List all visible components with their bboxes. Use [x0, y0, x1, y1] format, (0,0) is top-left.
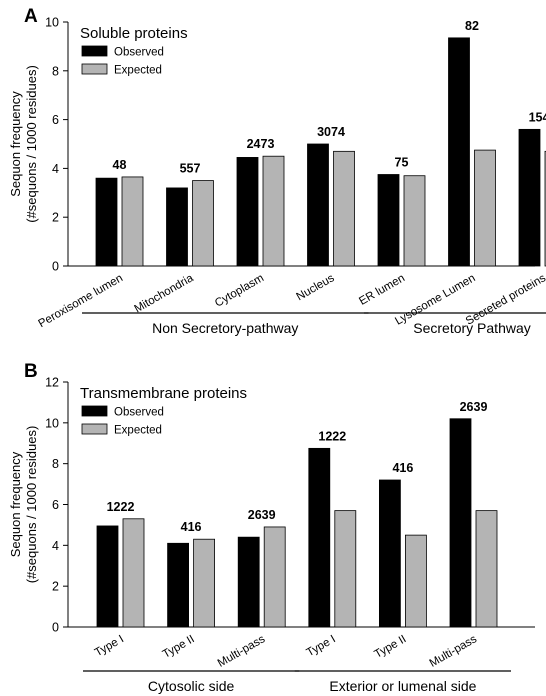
sample-count-label: 1546 — [529, 110, 546, 124]
bar-observed — [307, 143, 329, 267]
legend-label-observed: Observed — [114, 407, 164, 419]
y-tick-label: 2 — [52, 211, 59, 225]
category-label: Mitochondria — [132, 272, 196, 316]
panel-letter: B — [24, 361, 38, 382]
sample-count-label: 48 — [113, 158, 127, 172]
y-tick-label: 0 — [52, 260, 59, 274]
bar-observed — [166, 187, 188, 267]
bar-observed — [236, 157, 259, 267]
bar-observed — [96, 525, 119, 628]
legend-label-observed: Observed — [114, 47, 164, 59]
bar-expected — [263, 526, 286, 628]
sample-count-label: 3074 — [317, 125, 345, 139]
sample-count-label: 2639 — [248, 508, 276, 522]
category-label: Nucleus — [295, 272, 337, 303]
legend-swatch-observed — [81, 45, 108, 57]
sample-count-label: 1222 — [107, 500, 135, 514]
group-label: Non Secretory-pathway — [152, 320, 298, 336]
y-tick-label: 10 — [45, 416, 59, 430]
category-label: Multi-pass — [216, 633, 268, 670]
sample-count-label: 75 — [395, 156, 409, 170]
category-label: Type I — [93, 633, 126, 659]
legend-swatch-expected — [81, 423, 108, 435]
bar-expected — [192, 180, 214, 267]
category-label: Type II — [161, 633, 197, 661]
sample-count-label: 2473 — [247, 137, 275, 151]
legend-swatch-observed — [81, 405, 108, 417]
y-tick-label: 12 — [45, 376, 59, 390]
bar-expected — [334, 510, 357, 628]
bar-observed — [95, 177, 118, 267]
category-label: Multi-pass — [428, 633, 480, 670]
category-label: Type II — [372, 633, 408, 661]
y-tick-label: 6 — [52, 498, 59, 512]
bar-observed — [308, 447, 331, 628]
sample-count-label: 416 — [392, 461, 413, 475]
y-tick-label: 8 — [52, 457, 59, 471]
sample-count-label: 1222 — [318, 429, 346, 443]
bar-observed — [518, 128, 541, 267]
panel-letter: A — [24, 6, 38, 27]
y-tick-label: 4 — [52, 539, 59, 553]
bar-expected — [403, 175, 426, 267]
y-tick-label: 2 — [52, 580, 59, 594]
legend-label-expected: Expected — [114, 425, 162, 437]
group-label: Cytosolic side — [148, 678, 235, 694]
bar-observed — [449, 418, 472, 628]
y-axis-label-units: (#sequons / 1000 residues) — [24, 426, 39, 584]
bar-observed — [448, 37, 470, 267]
y-tick-label: 6 — [52, 113, 59, 127]
legend-label-expected: Expected — [114, 65, 162, 77]
y-axis-label: Sequon frequency — [8, 451, 23, 557]
category-label: Peroxisome lumen — [37, 272, 125, 330]
bar-expected — [262, 155, 285, 267]
bar-expected — [193, 538, 216, 628]
sample-count-label: 416 — [181, 520, 202, 534]
bar-expected — [333, 150, 355, 267]
y-tick-label: 10 — [45, 16, 59, 30]
y-tick-label: 8 — [52, 64, 59, 78]
group-label: Exterior or lumenal side — [329, 678, 476, 694]
bar-expected — [121, 176, 144, 267]
category-label: Cytoplasm — [213, 272, 266, 310]
category-label: Type I — [305, 633, 338, 659]
y-tick-label: 0 — [52, 621, 59, 635]
bar-expected — [474, 149, 496, 267]
sample-count-label: 557 — [180, 162, 201, 176]
legend-swatch-expected — [81, 63, 108, 75]
group-label: Secretory Pathway — [413, 320, 531, 336]
chart-title: Soluble proteins — [80, 25, 188, 42]
bar-observed — [237, 536, 260, 628]
panel-b: B 0 2 4 6 8 10 12 Sequon frequency (#sequons / 10… — [8, 361, 535, 694]
panel-a: A 0 2 4 6 8 10 Sequon frequency (#sequons / 1000… — [8, 6, 546, 336]
y-tick-label: 4 — [52, 162, 59, 176]
bar-expected — [122, 518, 145, 628]
bar-expected — [475, 510, 498, 628]
sample-count-label: 2639 — [460, 400, 488, 414]
bar-observed — [377, 174, 400, 267]
bar-observed — [167, 542, 190, 628]
bar-observed — [378, 479, 401, 628]
chart-title: Transmembrane proteins — [80, 385, 247, 402]
sample-count-label: 82 — [465, 19, 479, 33]
bar-expected — [404, 534, 427, 628]
y-axis-label-units: (#sequons / 1000 residues) — [24, 65, 39, 223]
category-label: ER lumen — [357, 272, 407, 308]
y-axis-label: Sequon frequency — [8, 91, 23, 197]
